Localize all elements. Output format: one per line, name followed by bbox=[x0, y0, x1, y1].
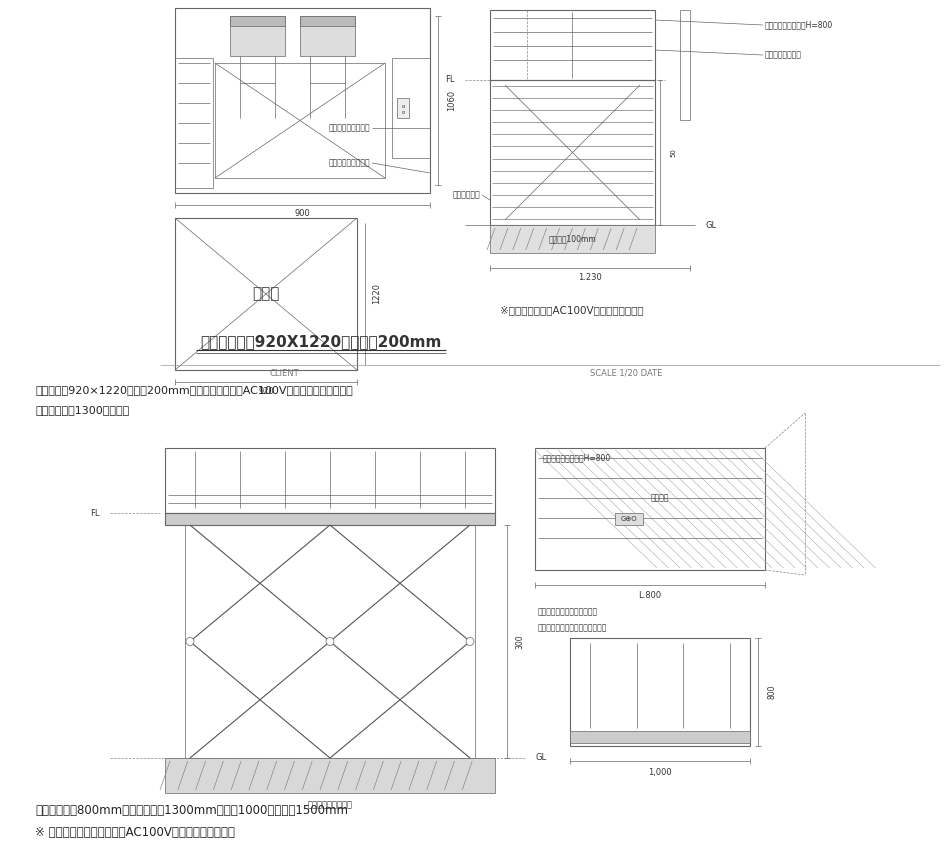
Text: FL: FL bbox=[445, 75, 454, 84]
Bar bbox=[165, 758, 495, 793]
Bar bbox=[185, 525, 475, 758]
Text: GL: GL bbox=[704, 220, 716, 230]
Bar bbox=[490, 225, 654, 253]
Circle shape bbox=[326, 637, 333, 646]
Text: o: o bbox=[401, 109, 404, 114]
Bar bbox=[175, 58, 212, 188]
Text: CLIENT: CLIENT bbox=[270, 368, 299, 377]
Bar bbox=[175, 8, 430, 193]
Text: 椅子固定式手すり　H=800: 椅子固定式手すり H=800 bbox=[543, 453, 611, 462]
Text: 天漯寄り面の付きシート張り仕様: 天漯寄り面の付きシート張り仕様 bbox=[537, 623, 607, 633]
Text: L.800: L.800 bbox=[638, 590, 661, 599]
Bar bbox=[615, 513, 642, 525]
Text: 1.230: 1.230 bbox=[578, 273, 601, 283]
Text: ※ ユニット設置場所に電源AC100Vを供給して下さい。: ※ ユニット設置場所に電源AC100Vを供給して下さい。 bbox=[35, 826, 235, 839]
Bar bbox=[396, 98, 409, 118]
Text: 1220: 1220 bbox=[372, 284, 381, 304]
Text: ピット寸法920×1220　深さ200mm、ピット内に電源AC100Vを供給してください。: ピット寸法920×1220 深さ200mm、ピット内に電源AC100Vを供給して… bbox=[35, 385, 352, 395]
Bar bbox=[299, 16, 355, 56]
Text: 転落防止: 転落防止 bbox=[650, 493, 668, 503]
Bar bbox=[165, 448, 495, 513]
Text: 800: 800 bbox=[767, 685, 776, 700]
Bar bbox=[392, 58, 430, 158]
Text: 920: 920 bbox=[258, 388, 274, 396]
Text: 自在ジャバラ: 自在ジャバラ bbox=[452, 191, 480, 199]
Bar bbox=[165, 513, 495, 525]
Text: ピット寸法　920X1220　深さ　200mm: ピット寸法 920X1220 深さ 200mm bbox=[200, 335, 441, 349]
Text: 1060: 1060 bbox=[447, 90, 456, 111]
Bar bbox=[299, 16, 355, 26]
Bar bbox=[534, 448, 765, 570]
Bar bbox=[490, 80, 654, 225]
Circle shape bbox=[186, 637, 194, 646]
Bar bbox=[569, 731, 750, 743]
Text: 押び戻しスイッチ: 押び戻しスイッチ bbox=[765, 50, 801, 60]
Text: 300: 300 bbox=[515, 634, 524, 649]
Text: 50: 50 bbox=[669, 148, 675, 157]
Bar bbox=[680, 10, 689, 120]
Text: いたずら防止策操作スイッチ: いたずら防止策操作スイッチ bbox=[537, 608, 598, 616]
Text: 床面タイル張り仕様: 床面タイル張り仕様 bbox=[328, 159, 370, 167]
Text: コンクリートベース: コンクリートベース bbox=[307, 800, 352, 810]
Bar bbox=[215, 63, 384, 178]
Text: 手すりの高さ800mm、最大上昇庅1300mm、横庄1000、奠行き1500mm: 手すりの高さ800mm、最大上昇庅1300mm、横庄1000、奠行き1500mm bbox=[35, 804, 347, 817]
Bar bbox=[569, 638, 750, 746]
Text: 900: 900 bbox=[295, 208, 310, 218]
Bar bbox=[229, 16, 285, 26]
Text: 1,000: 1,000 bbox=[648, 767, 671, 777]
Bar bbox=[229, 16, 285, 56]
Text: フロアリフト1300参考図面: フロアリフト1300参考図面 bbox=[35, 405, 129, 415]
Circle shape bbox=[465, 637, 474, 646]
Bar bbox=[175, 218, 357, 370]
Text: GL: GL bbox=[534, 753, 546, 762]
Text: ベース　100mm: ベース 100mm bbox=[548, 234, 596, 244]
Text: 椅子固定式手すり　H=800: 椅子固定式手すり H=800 bbox=[765, 21, 833, 29]
Text: ピット: ピット bbox=[252, 286, 279, 302]
Text: 鍵付き操作スイッチ: 鍵付き操作スイッチ bbox=[328, 123, 370, 133]
Text: FL: FL bbox=[91, 509, 100, 518]
Text: ※ピット内に電源AC100Vを供給して下さい: ※ピット内に電源AC100Vを供給して下さい bbox=[499, 305, 643, 315]
Text: G⊕O: G⊕O bbox=[620, 516, 636, 522]
Text: o: o bbox=[401, 103, 404, 108]
Bar bbox=[490, 10, 654, 80]
Text: SCALE 1/20 DATE: SCALE 1/20 DATE bbox=[589, 368, 662, 377]
